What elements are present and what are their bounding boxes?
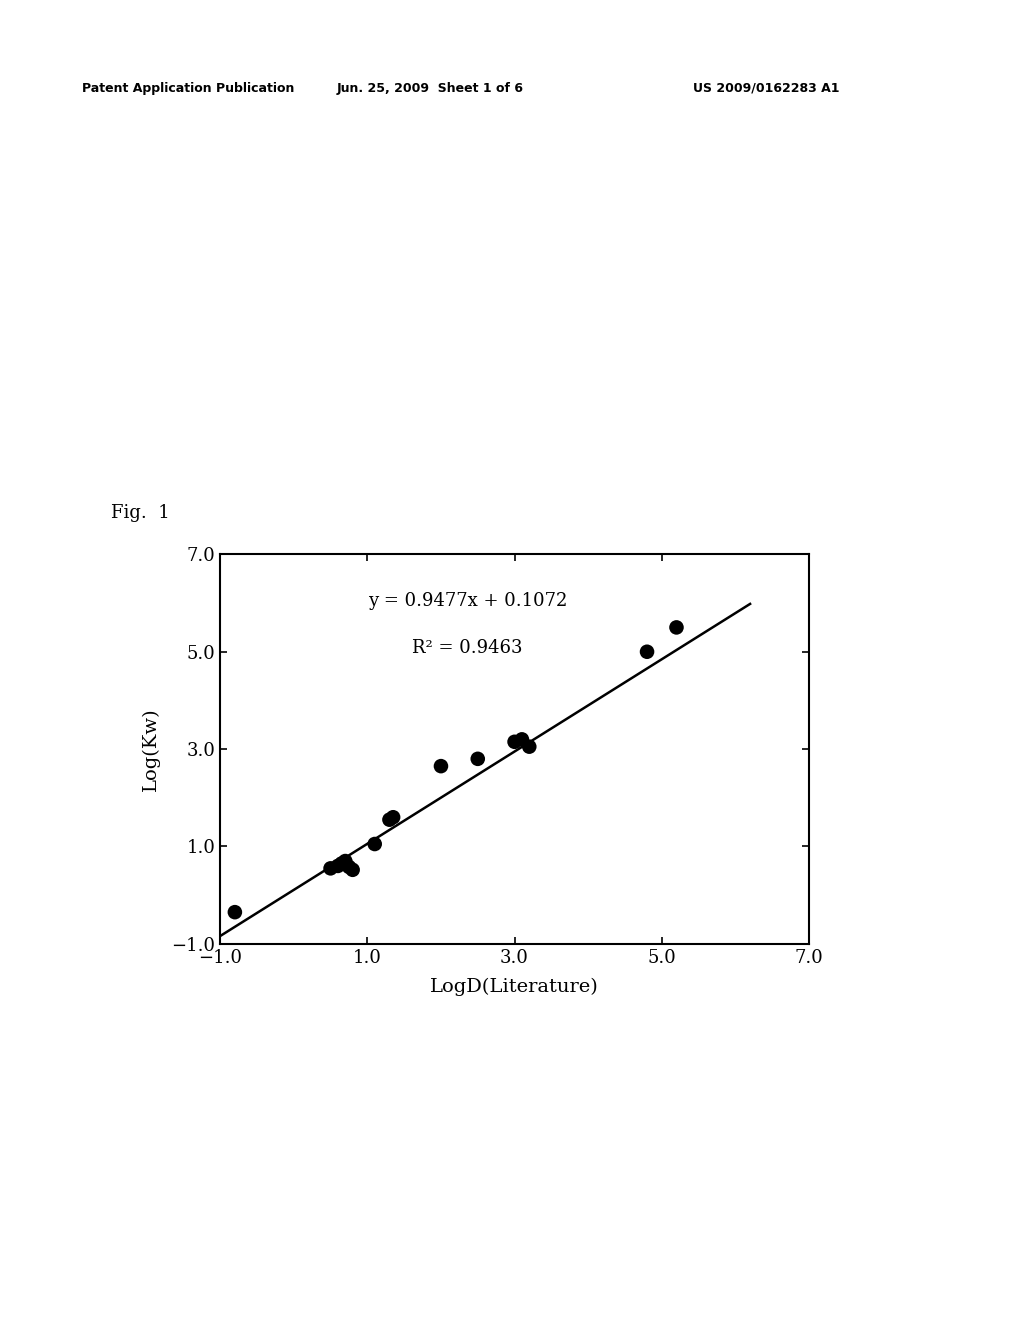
Text: R² = 0.9463: R² = 0.9463	[413, 639, 522, 657]
Point	[506, 731, 522, 752]
Point	[344, 859, 360, 880]
Point	[385, 807, 401, 828]
Point	[367, 833, 383, 854]
X-axis label: LogD(Literature): LogD(Literature)	[430, 978, 599, 997]
Point	[470, 748, 486, 770]
Point	[514, 729, 530, 750]
Point	[226, 902, 243, 923]
Point	[330, 855, 346, 876]
Point	[433, 755, 450, 776]
Point	[337, 850, 353, 871]
Text: US 2009/0162283 A1: US 2009/0162283 A1	[693, 82, 840, 95]
Point	[669, 616, 685, 638]
Y-axis label: Log(Kw): Log(Kw)	[142, 708, 160, 791]
Point	[341, 857, 357, 878]
Text: y = 0.9477x + 0.1072: y = 0.9477x + 0.1072	[368, 593, 567, 610]
Point	[334, 853, 350, 874]
Point	[381, 809, 397, 830]
Text: Patent Application Publication: Patent Application Publication	[82, 82, 294, 95]
Point	[639, 642, 655, 663]
Text: Fig.  1: Fig. 1	[111, 504, 169, 523]
Point	[323, 858, 339, 879]
Point	[521, 737, 538, 758]
Text: Jun. 25, 2009  Sheet 1 of 6: Jun. 25, 2009 Sheet 1 of 6	[337, 82, 523, 95]
